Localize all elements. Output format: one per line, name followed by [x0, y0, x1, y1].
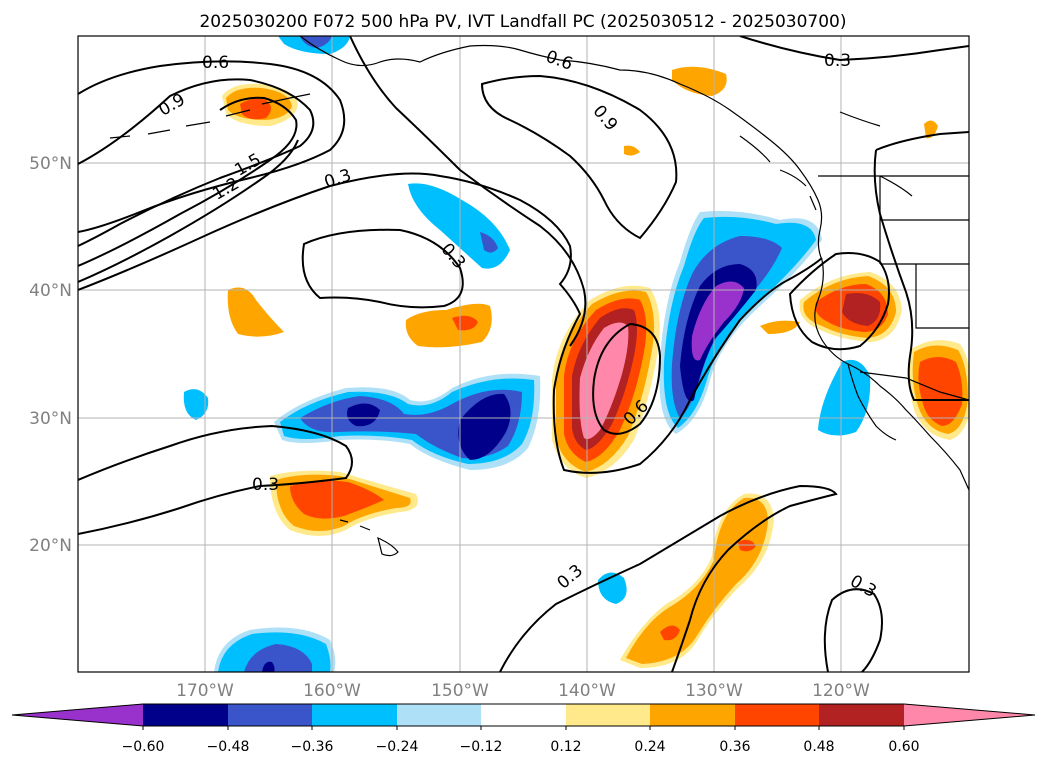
colorbar-tick: −0.60 [122, 739, 165, 755]
lon-label-120w: 120°W [812, 681, 870, 701]
contour-0.3-sc [499, 484, 838, 672]
colorbar-tick: 0.48 [803, 739, 834, 755]
contour-0.3-east [788, 252, 890, 351]
contour-label: 0.6 [202, 53, 229, 73]
shade-170w-neg [183, 389, 209, 420]
shade-sw-neg-3 [244, 644, 312, 672]
lon-label-150w: 150°W [431, 681, 489, 701]
lat-labels: 50°N 40°N 30°N 20°N [29, 154, 72, 556]
contour-0.6-top [480, 74, 678, 240]
colorbar-tick: −0.12 [460, 739, 503, 755]
shade-central-neg-5 [458, 393, 511, 460]
shade-main-neg-5 [691, 281, 744, 361]
shade-ca-pos-5 [760, 320, 800, 334]
coast-hawaii [339, 519, 399, 557]
gridlines [78, 36, 969, 672]
shade-150w-pos-2 [452, 315, 478, 331]
shade-tr-pos-2 [924, 120, 938, 139]
contour-label: 0.3 [824, 51, 851, 71]
coast-baja [847, 363, 897, 441]
coastlines [109, 36, 969, 557]
colorbar-ticks: −0.60 −0.48 −0.36 −0.24 −0.12 0.12 0.24 … [122, 739, 920, 755]
shade-tr-pos [672, 66, 727, 96]
figure-title: 2025030200 F072 500 hPa PV, IVT Landfall… [199, 12, 846, 32]
map-frame [77, 35, 970, 673]
colorbar-tick: −0.48 [207, 739, 250, 755]
contour-1.2-nw [78, 96, 298, 267]
shade-155w-neg-2 [480, 232, 498, 253]
colorbar-segment [819, 704, 904, 726]
lat-label-30n: 30°N [29, 409, 72, 429]
border-states [839, 111, 969, 329]
lat-label-40n: 40°N [29, 281, 72, 301]
shade-165w-pos [227, 287, 284, 337]
lon-label-160w: 160°W [303, 681, 361, 701]
colorbar-segment [481, 704, 566, 726]
contour-0.3-ne [873, 131, 969, 401]
shade-tr-pos-3 [624, 145, 640, 156]
map-background [78, 36, 969, 672]
shade-160w-pos-3 [290, 480, 384, 519]
shade-south-pos-4 [738, 539, 756, 552]
shaded-fields [183, 36, 969, 672]
colorbar-tick: −0.24 [376, 739, 419, 755]
map-panel: 0.6 0.9 1.5 1.2 0.3 0.3 0.6 0.9 0.3 0.6 … [77, 35, 970, 673]
contour-0.9-nw [78, 78, 315, 247]
colorbar-tick: 0.60 [888, 739, 919, 755]
coast-us-west [814, 259, 969, 491]
colorbar-segment [397, 704, 481, 726]
shade-main-pos-5 [579, 322, 629, 439]
lon-label-170w: 170°W [176, 681, 234, 701]
colorbar-segment [566, 704, 650, 726]
shade-south-pos-3 [660, 625, 680, 641]
contour-0.3-mid [301, 228, 464, 309]
contour-0.3-se [823, 588, 883, 672]
contour-0.9-top [349, 36, 587, 347]
shade-central-neg-4 [347, 403, 380, 427]
coast-bc [739, 135, 817, 211]
shade-top-neg-2 [300, 36, 332, 48]
lon-labels: 170°W 160°W 150°W 140°W 130°W 120°W [176, 681, 870, 701]
contour-1.5-nw [78, 139, 299, 283]
colorbar-segment [143, 704, 228, 726]
colorbar-tick: 0.12 [550, 739, 581, 755]
colorbar: −0.60 −0.48 −0.36 −0.24 −0.12 0.12 0.24 … [11, 703, 1036, 755]
colorbar-extend-high [904, 704, 1035, 726]
colorbar-segment [650, 704, 735, 726]
colorbar-segment [312, 704, 397, 726]
lon-label-140w: 140°W [558, 681, 616, 701]
contour-0.3-top [739, 36, 969, 62]
border-mexico [859, 371, 969, 401]
shade-ca-pos-4 [842, 293, 881, 326]
colorbar-tick: −0.36 [291, 739, 334, 755]
lat-label-50n: 50°N [29, 154, 72, 174]
shade-baja-neg [818, 359, 871, 436]
colorbar-tick: 0.36 [719, 739, 750, 755]
contour-0.6-main [592, 322, 662, 435]
coast-alaska [299, 36, 823, 261]
colorbar-segment [735, 704, 819, 726]
lat-label-20n: 20°N [29, 536, 72, 556]
pv-contours [78, 36, 969, 672]
shade-south-pos-2 [626, 497, 768, 664]
shade-150w-pos [405, 303, 492, 348]
contour-0.3-sw [78, 424, 353, 535]
lon-label-130w: 130°W [685, 681, 743, 701]
shade-sw-neg-4 [262, 661, 275, 672]
colorbar-extend-low [12, 704, 143, 726]
colorbar-tick: 0.24 [634, 739, 665, 755]
contour-label: 0.3 [252, 475, 279, 495]
colorbar-segments [11, 703, 1036, 730]
colorbar-segment [228, 704, 312, 726]
map-content: 0.6 0.9 1.5 1.2 0.3 0.3 0.6 0.9 0.3 0.6 … [78, 36, 969, 672]
contour-0.3-nw [78, 172, 823, 474]
